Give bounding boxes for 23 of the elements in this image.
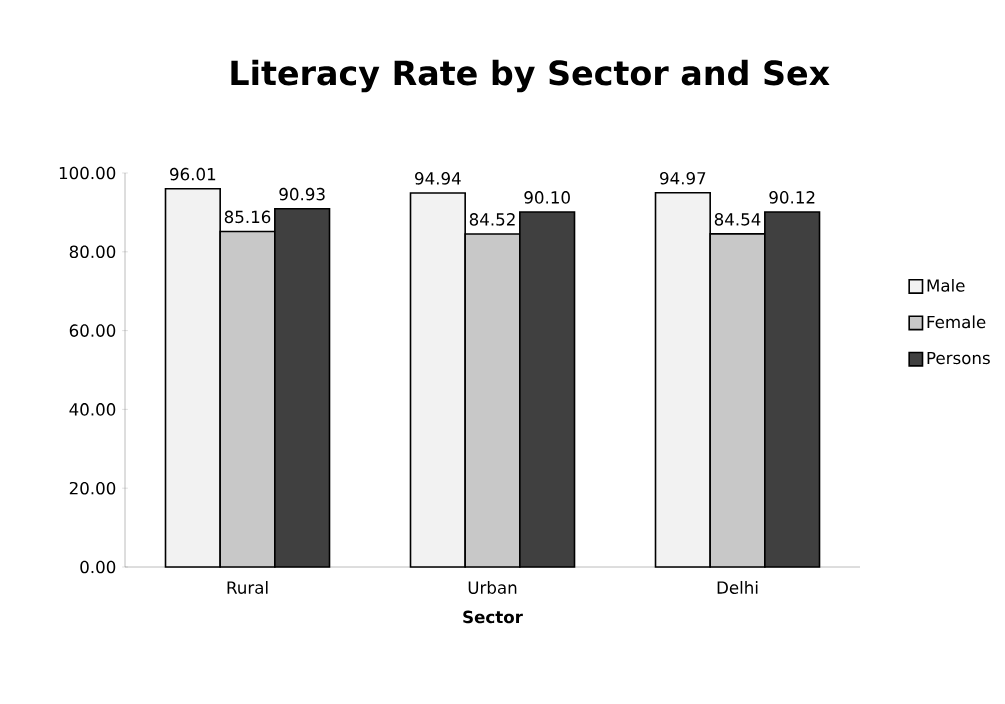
y-tick-label: 60.00 bbox=[69, 324, 116, 337]
x-axis-title: Sector bbox=[463, 610, 523, 624]
data-label: 85.16 bbox=[224, 210, 271, 224]
y-tick-label: 80.00 bbox=[69, 245, 116, 259]
data-label: 84.54 bbox=[714, 213, 761, 226]
data-label: 96.01 bbox=[170, 167, 216, 181]
y-tick-label: 20.00 bbox=[69, 481, 116, 495]
y-tick-label: 100.00 bbox=[59, 166, 116, 180]
x-tick-label: Delhi bbox=[717, 580, 758, 594]
data-label: 90.93 bbox=[279, 187, 325, 201]
legend-label: Male bbox=[927, 278, 965, 292]
data-label: 94.97 bbox=[660, 171, 706, 185]
chart-title: Literacy Rate by Sector and Sex bbox=[231, 59, 830, 93]
x-tick-label: Urban bbox=[468, 580, 517, 594]
data-label: 84.52 bbox=[469, 213, 515, 226]
data-label: 90.10 bbox=[524, 191, 570, 204]
legend-label: Persons bbox=[927, 351, 990, 365]
legend-label: Female bbox=[927, 315, 986, 329]
y-tick-label: 0.00 bbox=[80, 560, 116, 574]
data-label: 94.94 bbox=[415, 172, 461, 185]
x-tick-label: Rural bbox=[227, 580, 268, 594]
y-tick-label: 40.00 bbox=[69, 403, 116, 416]
data-label: 90.12 bbox=[769, 191, 815, 204]
